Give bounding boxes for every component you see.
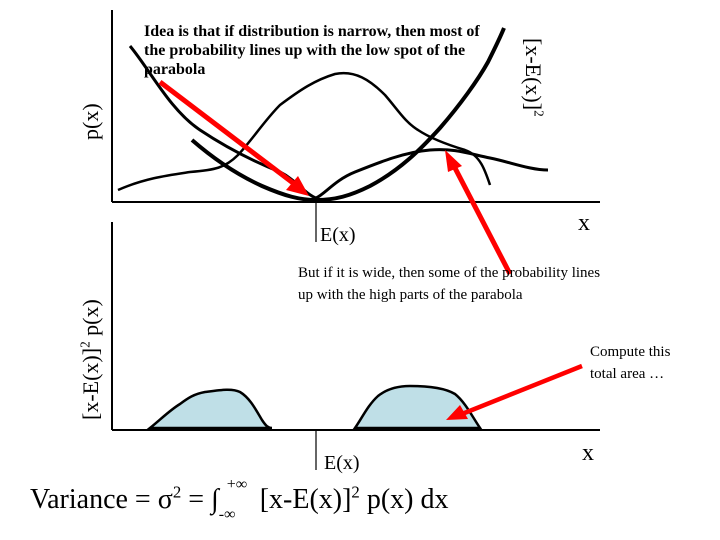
arrow-to-area xyxy=(446,363,583,420)
arrow-to-high-part xyxy=(445,150,513,276)
arrow-to-low-spot xyxy=(158,80,309,196)
formula-lhs: Variance = σ xyxy=(30,484,173,515)
formula-lower-limit: -∞ xyxy=(218,505,236,523)
area-note-line2: total area … xyxy=(590,366,665,382)
bottom-y-label-text: [x-E(x)] xyxy=(78,347,103,420)
top-x-label: x xyxy=(578,210,590,236)
bottom-y-label-tail: p(x) xyxy=(78,299,103,342)
parabola-label-exponent: 2 xyxy=(531,110,547,117)
formula-integrand: [x-E(x)] xyxy=(252,484,352,515)
area-note-line1: Compute this xyxy=(590,344,671,360)
top-mean-label: E(x) xyxy=(320,224,356,246)
bottom-mean-label: E(x) xyxy=(324,452,360,474)
formula-upper-limit: +∞ xyxy=(226,475,248,493)
wide-note: But if it is wide, then some of the prob… xyxy=(298,265,601,303)
formula-tail: p(x) dx xyxy=(359,484,449,515)
formula-integrand-exponent: 2 xyxy=(351,482,360,502)
right-area-shape xyxy=(352,384,483,430)
parabola-label: [x-E(x)]2 xyxy=(520,38,546,117)
parabola-curve xyxy=(190,27,506,203)
parabola-label-text: [x-E(x)] xyxy=(521,38,546,111)
variance-formula: Variance = σ2 = ∫ +∞ -∞ [x-E(x)]2 p(x) dx xyxy=(30,476,449,522)
narrow-note: Idea is that if distribution is narrow, … xyxy=(144,23,480,78)
bottom-x-label: x xyxy=(582,440,594,466)
formula-sigma-squared: 2 xyxy=(172,482,182,502)
bottom-y-label-exponent: 2 xyxy=(77,341,93,348)
narrow-distribution-curve xyxy=(128,45,549,200)
left-area-shape xyxy=(146,388,273,430)
formula-limits: +∞ -∞ xyxy=(219,476,253,522)
formula-integral: = ∫ xyxy=(181,484,219,515)
top-y-axis-label: p(x) xyxy=(78,103,103,140)
bottom-y-axis-label: [x-E(x)]2 p(x) xyxy=(78,299,104,420)
wide-distribution-curve xyxy=(117,71,492,192)
